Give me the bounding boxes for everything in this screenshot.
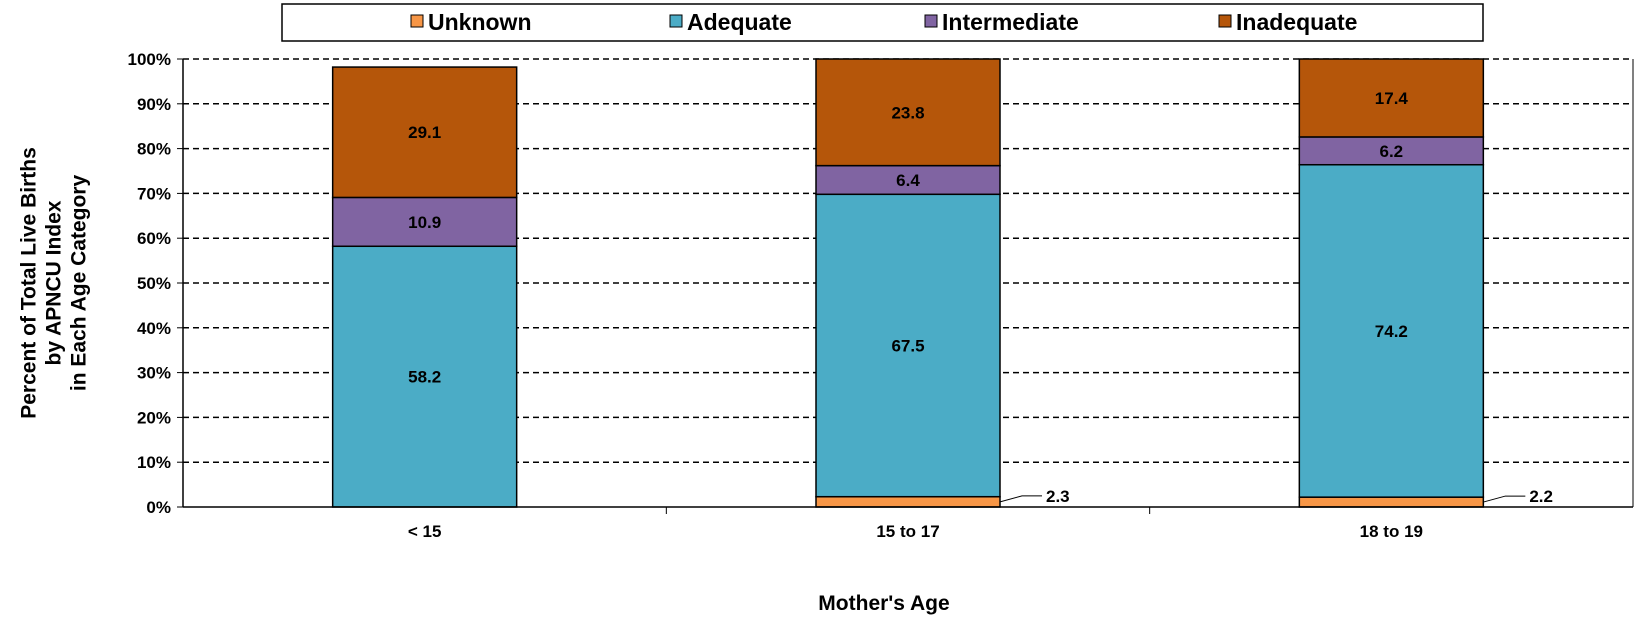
leader-line-unknown-18-to-19 [1483, 495, 1526, 503]
y-tick-label: 40% [137, 319, 171, 338]
y-tick-label: 20% [137, 408, 171, 427]
data-label-intermediate-15: 10.9 [408, 213, 441, 232]
bar-unknown-15-to-17 [815, 495, 1001, 508]
bar-unknown-18-to-19 [1298, 496, 1485, 508]
legend-swatch-inadequate [1218, 14, 1232, 28]
data-label-adequate-15: 58.2 [408, 368, 441, 387]
x-tick-label-15: < 15 [408, 522, 442, 541]
leader-line-unknown-15-to-17 [999, 495, 1042, 503]
bar-inadequate-18-to-19 [1298, 58, 1485, 138]
y-tick-label: 60% [137, 229, 171, 248]
x-tick-label-18-to-19: 18 to 19 [1360, 522, 1423, 541]
legend-label-inadequate: Inadequate [1236, 9, 1357, 35]
data-label-intermediate-15-to-17: 6.4 [896, 171, 920, 190]
data-label-inadequate-15-to-17: 23.8 [891, 103, 924, 122]
legend-swatch-intermediate [924, 14, 938, 28]
legend-label-adequate: Adequate [687, 9, 792, 35]
x-tick-label-15-to-17: 15 to 17 [876, 522, 939, 541]
y-tick-label: 90% [137, 95, 171, 114]
bar-adequate-15-to-17 [815, 193, 1001, 498]
y-tick-label: 10% [137, 453, 171, 472]
y-tick-label: 30% [137, 364, 171, 383]
bar-inadequate-15 [331, 66, 518, 199]
bar-intermediate-15 [331, 196, 518, 248]
bar-adequate-15 [331, 245, 518, 508]
bar-intermediate-15-to-17 [815, 164, 1001, 196]
legend-swatch-unknown [410, 14, 424, 28]
data-label-unknown-18-to-19: 2.2 [1529, 487, 1553, 506]
data-label-intermediate-18-to-19: 6.2 [1380, 142, 1404, 161]
y-tick-label: 70% [137, 184, 171, 203]
axes: 0% 10% 20% 30% 40% 50% 60% 70% 80% 90% 100% < 15 15 … [128, 50, 1634, 541]
y-tick-label: 50% [137, 274, 171, 293]
bar-adequate-18-to-19 [1298, 163, 1485, 498]
data-label-inadequate-15: 29.1 [408, 123, 441, 142]
bar-inadequate-15-to-17 [815, 58, 1001, 167]
y-axis-title-line-3: in Each Age Category [68, 175, 91, 392]
legend-label-intermediate: Intermediate [942, 9, 1079, 35]
y-tick-label: 100% [128, 50, 171, 69]
data-label-adequate-18-to-19: 74.2 [1375, 322, 1408, 341]
y-axis-title-line-2: by APNCU Index [43, 200, 66, 365]
data-label-unknown-15-to-17: 2.3 [1046, 487, 1070, 506]
bars [331, 58, 1485, 508]
data-label-inadequate-18-to-19: 17.4 [1375, 89, 1409, 108]
legend-box [281, 3, 1484, 42]
legend-swatch-adequate [669, 14, 683, 28]
x-axis-title: Mother's Age [818, 592, 949, 615]
legend-label-unknown: Unknown [428, 9, 532, 35]
y-tick-label: 80% [137, 140, 171, 159]
legend: Unknown Adequate Intermediate Inadequate [281, 3, 1484, 42]
data-label-adequate-15-to-17: 67.5 [891, 336, 924, 355]
y-axis-title-line-1: Percent of Total Live Births [18, 147, 41, 419]
y-axis-title: Percent of Total Live Births by APNCU Ind… [18, 147, 91, 419]
data-labels: 29.1 10.9 58.2 23.8 6.4 67.5 2.3 17.4 6.2 74.2 2.2 [408, 89, 1553, 506]
y-tick-label: 0% [146, 498, 171, 517]
